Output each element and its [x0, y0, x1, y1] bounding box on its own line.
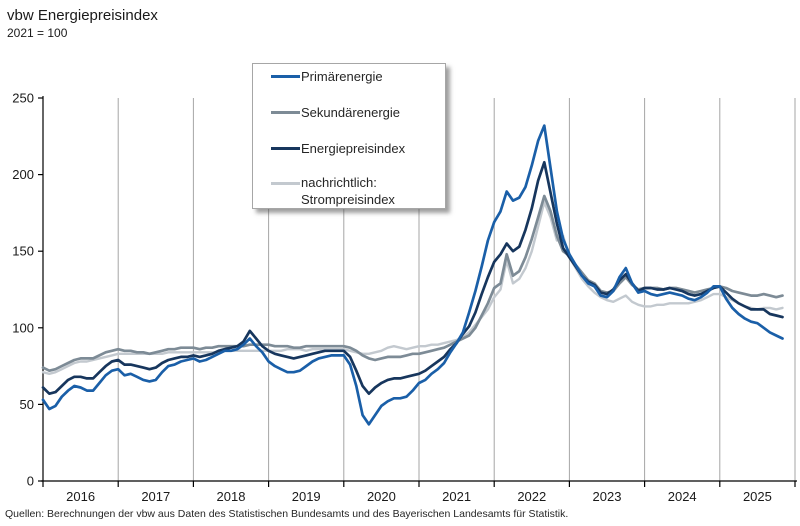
x-year-label: 2016 [66, 489, 95, 504]
y-tick-label: 100 [12, 320, 34, 335]
chart-subtitle: 2021 = 100 [7, 26, 68, 40]
x-year-label: 2017 [141, 489, 170, 504]
legend-line-swatch [271, 146, 300, 150]
legend-label: Energiepreisindex [301, 140, 406, 156]
source-note: Quellen: Berechnungen der vbw aus Daten … [5, 508, 569, 520]
x-year-label: 2021 [442, 489, 471, 504]
legend-line-swatch [271, 110, 300, 114]
x-year-label: 2018 [217, 489, 246, 504]
x-year-label: 2023 [593, 489, 622, 504]
y-tick-label: 200 [12, 167, 34, 182]
y-tick-label: 50 [20, 397, 34, 412]
legend-item-sekund-renergie: Sekundärenergie [271, 102, 400, 122]
x-year-label: 2019 [292, 489, 321, 504]
x-year-label: 2025 [743, 489, 772, 504]
series-line-prim-renergie [41, 124, 784, 426]
legend-item-energiepreisindex: Energiepreisindex [271, 138, 405, 158]
series-line-nachrichtlich-strompreisindex [41, 200, 784, 375]
legend: Primärenergie Sekundärenergie Energiepreis… [252, 63, 446, 209]
x-year-label: 2024 [668, 489, 697, 504]
legend-line-swatch [271, 182, 300, 185]
chart-title: vbw Energiepreisindex [7, 7, 158, 24]
y-tick-label: 150 [12, 244, 34, 259]
x-year-label: 2020 [367, 489, 396, 504]
legend-label: Primärenergie [301, 68, 383, 84]
legend-item-prim-renergie: Primärenergie [271, 66, 383, 86]
legend-item-nachrichtlich-strompreisindex: nachrichtlich: Strompreisindex [271, 174, 395, 207]
series-line-energiepreisindex [41, 160, 784, 396]
y-tick-label: 0 [27, 474, 34, 489]
legend-line-swatch [271, 74, 300, 78]
legend-label: nachrichtlich: Strompreisindex [301, 175, 395, 207]
series-line-sekund-renergie [41, 194, 784, 373]
legend-label: Sekundärenergie [301, 104, 401, 120]
x-year-label: 2022 [517, 489, 546, 504]
y-tick-label: 250 [12, 91, 34, 106]
